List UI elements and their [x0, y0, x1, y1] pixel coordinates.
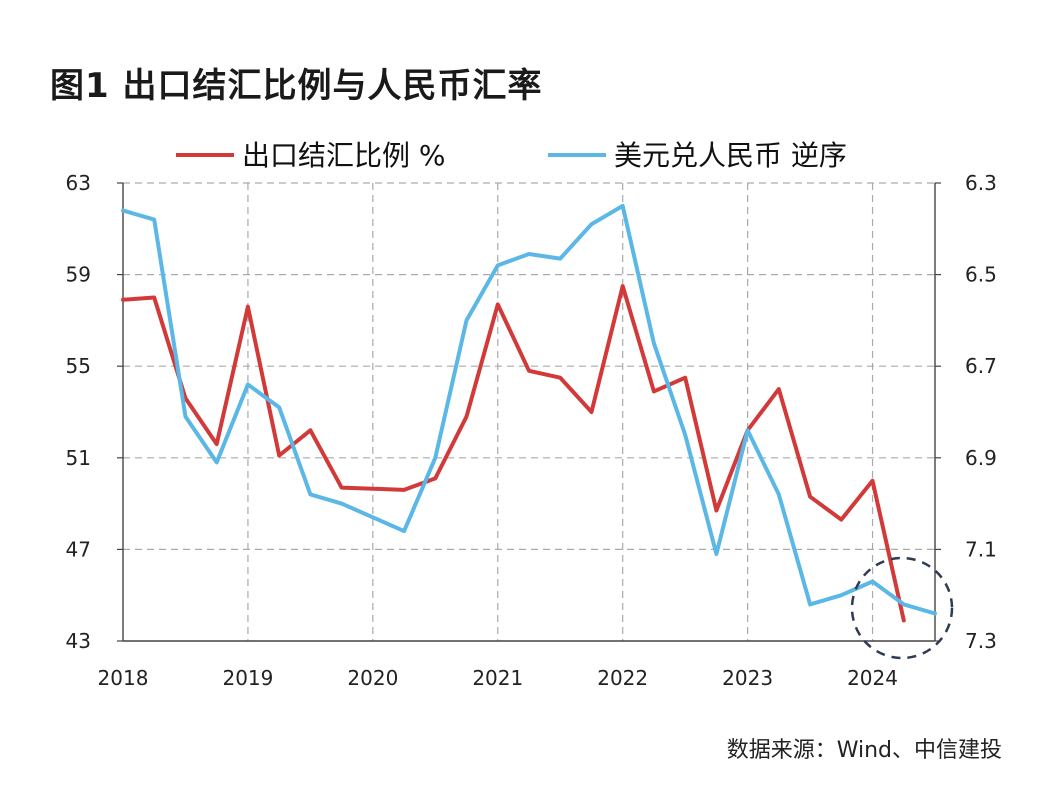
series-line-2	[121, 203, 937, 616]
axes	[117, 182, 941, 642]
y-left-tick-label: 63	[66, 171, 91, 195]
x-tick-label: 2018	[98, 666, 149, 690]
y-right-tick-label: 6.3	[965, 171, 997, 195]
y-left-tick-label: 55	[66, 354, 91, 378]
series-group	[121, 203, 937, 623]
y-right-tick-label: 6.7	[965, 354, 997, 378]
y-right-tick-label: 6.9	[965, 446, 997, 470]
grid	[123, 182, 935, 641]
legend-label-2: 美元兑人民币 逆序	[614, 139, 847, 172]
y-left-tick-label: 47	[66, 537, 91, 561]
source-note: 数据来源：Wind、中信建投	[726, 738, 1002, 763]
x-tick-label: 2020	[347, 666, 398, 690]
x-tick-label: 2022	[597, 666, 648, 690]
tick-labels: 63 6.3 59 6.5 55 6.7 51 6.9 47 7.1 43 7.3 2018 2019 20…	[66, 171, 997, 690]
legend: 出口结汇比例 % 美元兑人民币 逆序	[176, 139, 847, 172]
x-tick-label: 2019	[222, 666, 273, 690]
y-right-tick-label: 7.3	[965, 629, 997, 653]
series-line-1	[121, 284, 906, 623]
y-right-tick-label: 6.5	[965, 263, 997, 287]
highlight-dashed-circle	[850, 556, 954, 660]
y-left-tick-label: 59	[66, 263, 91, 287]
x-tick-label: 2021	[472, 666, 523, 690]
chart-title: 图1 出口结汇比例与人民币汇率	[50, 66, 543, 106]
annotations	[850, 556, 954, 660]
y-right-tick-label: 7.1	[965, 537, 997, 561]
y-left-tick-label: 51	[66, 446, 91, 470]
x-tick-label: 2024	[847, 666, 898, 690]
y-left-tick-label: 43	[66, 629, 91, 653]
x-tick-label: 2023	[722, 666, 773, 690]
legend-label-1: 出口结汇比例 %	[242, 139, 446, 172]
